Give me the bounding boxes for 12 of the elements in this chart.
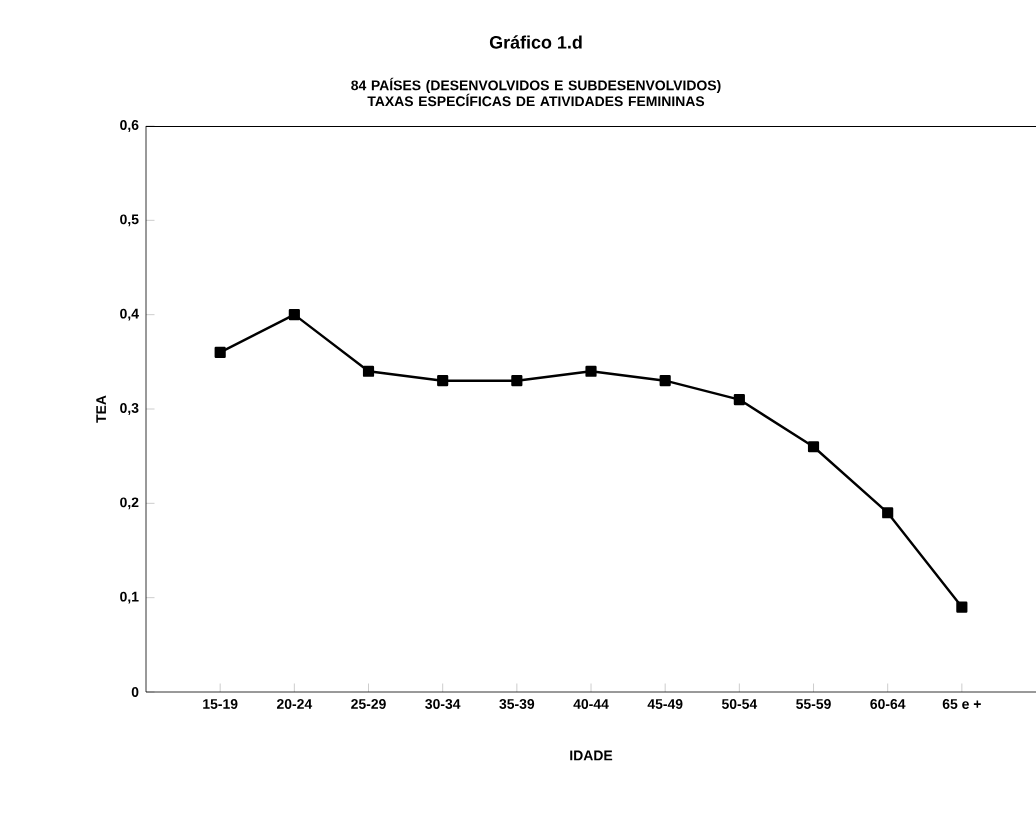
point: [214, 346, 226, 358]
point: [882, 507, 894, 519]
chart-title: Gráfico 1.d: [489, 35, 582, 49]
point: [585, 365, 597, 377]
point: [733, 393, 745, 406]
point: [362, 365, 375, 377]
point: [288, 309, 300, 321]
point: [956, 601, 968, 613]
point: [437, 375, 449, 387]
point: [659, 375, 671, 387]
point: [511, 375, 523, 387]
point: [807, 441, 820, 453]
